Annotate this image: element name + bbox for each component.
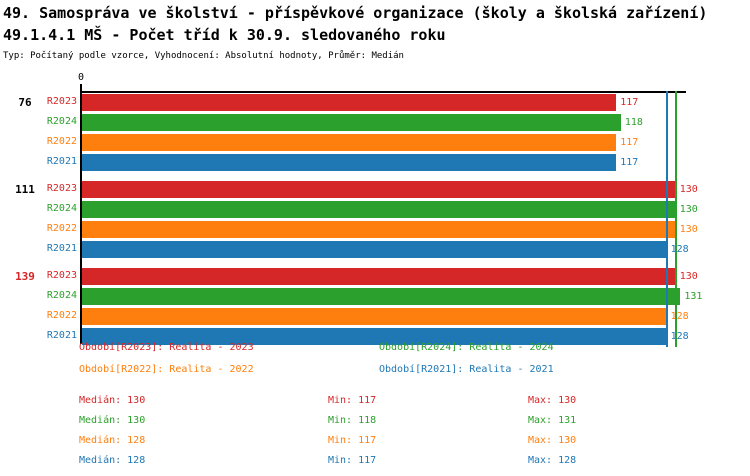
row-label-r2024: R2024	[46, 116, 77, 127]
chart-top-border	[80, 91, 686, 93]
y-axis-line	[80, 84, 82, 344]
bar-value-label: 117	[620, 157, 639, 168]
group-label: 111	[15, 183, 35, 196]
stat-max: Max: 128	[528, 455, 577, 466]
bar-r2023	[82, 181, 676, 198]
bar-value-label: 118	[624, 117, 643, 128]
median-line	[665, 91, 668, 347]
bar-value-label: 131	[684, 291, 703, 302]
stat-min: Min: 117	[328, 395, 377, 406]
stat-median: Medián: 130	[79, 415, 146, 426]
bar-r2023	[82, 268, 676, 285]
row-label-r2021: R2021	[46, 243, 77, 254]
stat-max: Max: 130	[528, 435, 577, 446]
page-title: 49. Samospráva ve školství - příspěvkové…	[3, 4, 708, 22]
bar-value-label: 130	[679, 204, 698, 215]
report-meta: Typ: Počítaný podle vzorce, Vyhodnocení:…	[3, 51, 404, 61]
row-label-r2023: R2023	[46, 270, 77, 281]
bar-value-label: 130	[679, 224, 698, 235]
bar-r2022	[82, 308, 667, 325]
stat-median: Medián: 128	[79, 435, 146, 446]
bar-value-label: 128	[670, 311, 689, 322]
stat-max: Max: 131	[528, 415, 577, 426]
bar-value-label: 117	[620, 137, 639, 148]
legend-item-r2024: Období[R2024]: Realita - 2024	[379, 342, 554, 353]
bar-r2023	[82, 94, 617, 111]
legend-item-r2022: Období[R2022]: Realita - 2022	[79, 364, 254, 375]
row-label-r2024: R2024	[46, 203, 77, 214]
stat-min: Min: 118	[328, 415, 377, 426]
row-label-r2021: R2021	[46, 156, 77, 167]
group-label: 76	[18, 96, 32, 109]
stat-max: Max: 130	[528, 395, 577, 406]
stat-min: Min: 117	[328, 455, 377, 466]
row-label-r2023: R2023	[46, 96, 77, 107]
bar-value-label: 117	[620, 97, 639, 108]
axis-zero-label: 0	[77, 72, 85, 83]
stat-median: Medián: 128	[79, 455, 146, 466]
stat-min: Min: 117	[328, 435, 377, 446]
stat-median: Medián: 130	[79, 395, 146, 406]
bar-r2022	[82, 134, 617, 151]
bar-value-label: 128	[670, 244, 689, 255]
group-label: 139	[15, 270, 35, 283]
legend-item-r2021: Období[R2021]: Realita - 2021	[379, 364, 554, 375]
row-label-r2023: R2023	[46, 183, 77, 194]
bar-r2022	[82, 221, 676, 238]
median-line	[674, 91, 677, 347]
bar-r2024	[82, 288, 681, 305]
bar-r2024	[82, 114, 621, 131]
row-label-r2022: R2022	[46, 136, 77, 147]
bar-r2021	[82, 154, 617, 171]
bar-r2021	[82, 328, 667, 345]
bar-r2024	[82, 201, 676, 218]
bar-r2021	[82, 241, 667, 258]
legend-item-r2023: Období[R2023]: Realita - 2023	[79, 342, 254, 353]
row-label-r2021: R2021	[46, 330, 77, 341]
bar-value-label: 128	[670, 331, 689, 342]
page-subtitle: 49.1.4.1 MŠ - Počet tříd k 30.9. sledova…	[3, 26, 446, 44]
bar-value-label: 130	[679, 271, 698, 282]
bar-value-label: 130	[679, 184, 698, 195]
row-label-r2022: R2022	[46, 310, 77, 321]
row-label-r2024: R2024	[46, 290, 77, 301]
row-label-r2022: R2022	[46, 223, 77, 234]
